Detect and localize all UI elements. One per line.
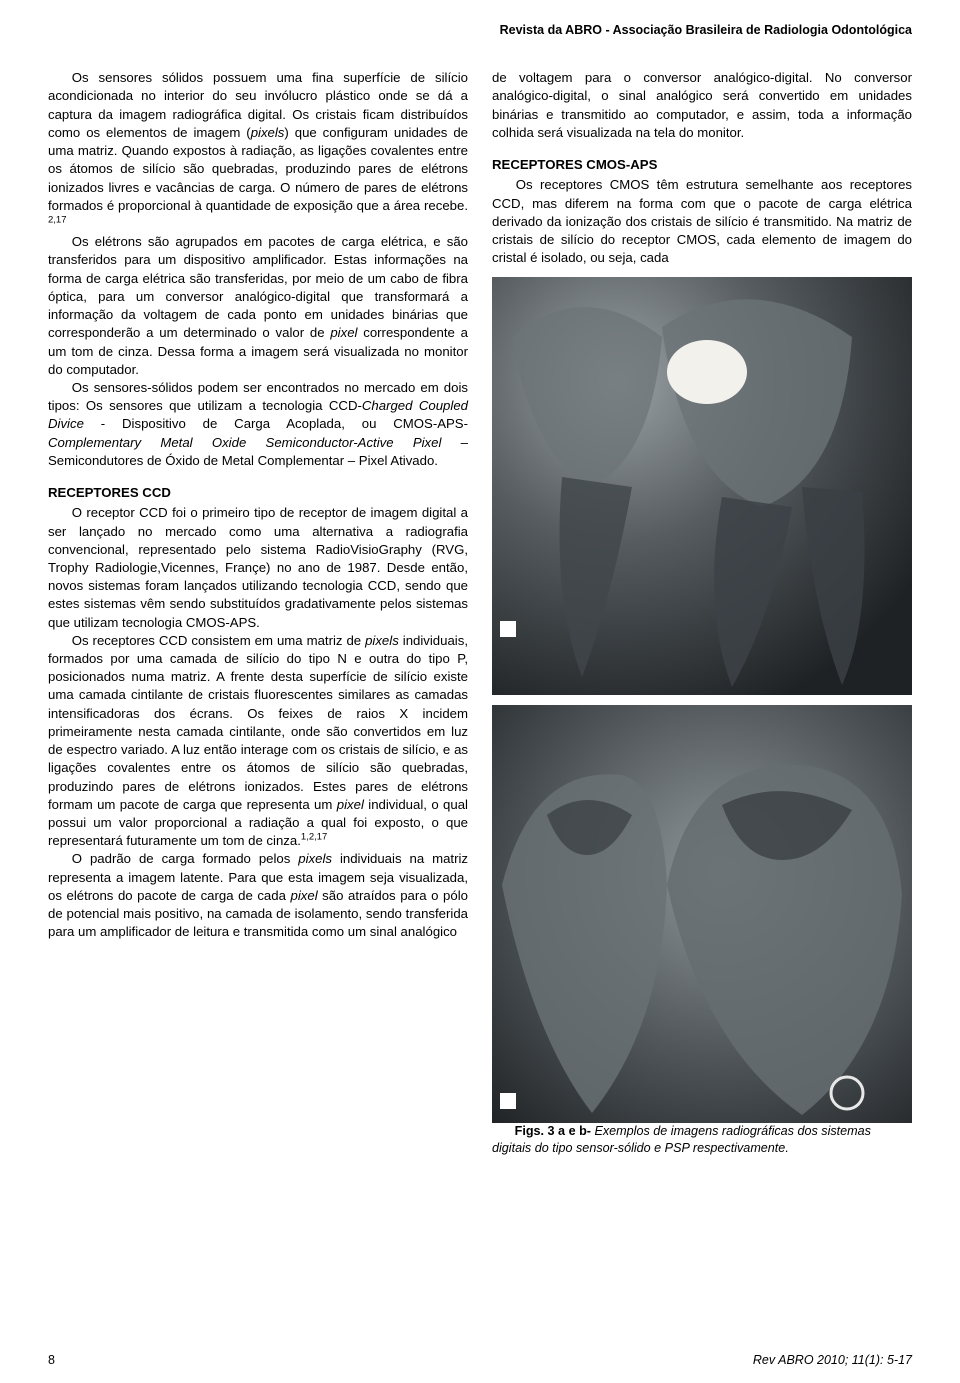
running-head: Revista da ABRO - Associação Brasileira …: [48, 22, 912, 39]
citation-superscript: 1,2,17: [301, 832, 327, 843]
figure-3b: [492, 705, 912, 1123]
body-paragraph: O receptor CCD foi o primeiro tipo de re…: [48, 504, 468, 632]
body-paragraph: Os sensores-sólidos podem ser encontrado…: [48, 379, 468, 470]
citation-superscript: 2,17: [48, 215, 67, 226]
figure-caption: Figs. 3 a e b- Exemplos de imagens radio…: [492, 1123, 912, 1156]
radiograph-image: [492, 277, 912, 695]
section-heading: RECEPTORES CCD: [48, 484, 468, 502]
figure-marker-icon: [500, 1093, 516, 1109]
body-text: pixels: [251, 125, 285, 140]
body-text: - Dispositivo de Carga Acoplada, ou CMOS…: [84, 416, 468, 431]
body-paragraph: Os receptores CCD consistem em uma matri…: [48, 632, 468, 851]
two-column-layout: Os sensores sólidos possuem uma fina sup…: [48, 69, 912, 1156]
figure-3a: [492, 277, 912, 695]
body-paragraph: O padrão de carga formado pelos pixels i…: [48, 850, 468, 941]
body-text: individuais, formados por uma camada de …: [48, 633, 468, 812]
body-text: Os receptores CCD consistem em uma matri…: [72, 633, 365, 648]
body-paragraph: Os elétrons são agrupados em pacotes de …: [48, 233, 468, 379]
body-text: pixels: [365, 633, 399, 648]
body-paragraph: Os receptores CMOS têm estrutura semelha…: [492, 176, 912, 267]
figure-marker-icon: [500, 621, 516, 637]
body-text: pixels: [298, 851, 332, 866]
body-text: Complementary Metal Oxide Semiconductor-…: [48, 435, 441, 450]
section-heading: RECEPTORES CMOS-APS: [492, 156, 912, 174]
body-text: pixel: [330, 325, 357, 340]
journal-reference: Rev ABRO 2010; 11(1): 5-17: [753, 1352, 912, 1369]
page-number: 8: [48, 1352, 55, 1369]
body-text: O padrão de carga formado pelos: [72, 851, 299, 866]
right-column: de voltagem para o conversor analógico-d…: [492, 69, 912, 1156]
body-paragraph: Os sensores sólidos possuem uma fina sup…: [48, 69, 468, 233]
body-paragraph: de voltagem para o conversor analógico-d…: [492, 69, 912, 142]
body-text: pixel: [337, 797, 364, 812]
left-column: Os sensores sólidos possuem uma fina sup…: [48, 69, 468, 1156]
body-text: pixel: [291, 888, 318, 903]
radiograph-image: [492, 705, 912, 1123]
page-footer: 8 Rev ABRO 2010; 11(1): 5-17: [48, 1352, 912, 1369]
caption-label: Figs. 3 a e b-: [515, 1124, 591, 1138]
